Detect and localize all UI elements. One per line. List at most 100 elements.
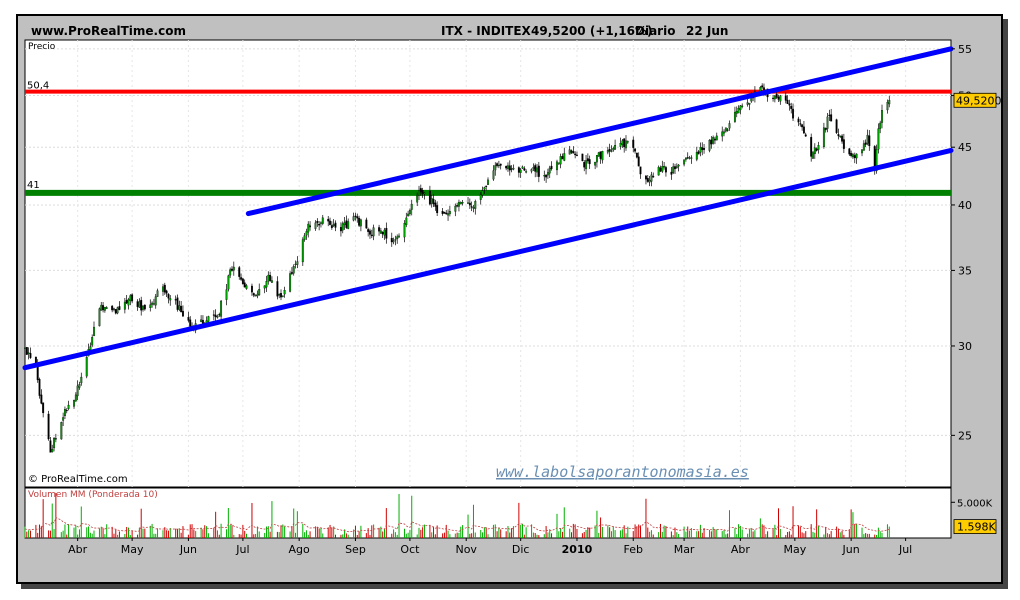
candle <box>152 298 155 306</box>
candle <box>303 232 306 242</box>
candle <box>396 234 399 244</box>
candle <box>772 94 775 102</box>
candle <box>381 231 384 238</box>
candle <box>481 186 484 198</box>
candle <box>634 147 637 154</box>
candle <box>822 122 825 149</box>
candle <box>626 140 629 144</box>
candle <box>517 166 520 178</box>
candle <box>138 298 141 309</box>
candle <box>810 133 813 162</box>
candle <box>62 412 65 426</box>
candle <box>563 147 566 162</box>
blog-link[interactable]: www.labolsaporantonomasia.es <box>496 463 749 481</box>
candle <box>507 162 509 172</box>
candle <box>392 237 395 245</box>
candlestick-series <box>24 83 891 453</box>
candle <box>220 300 223 322</box>
candle <box>585 154 587 175</box>
candle <box>343 217 346 230</box>
volume-series <box>24 492 890 538</box>
candle <box>187 311 190 323</box>
candle <box>802 120 805 134</box>
candle <box>657 165 660 176</box>
candle <box>309 221 312 231</box>
candle <box>334 220 337 232</box>
candle <box>341 221 344 234</box>
candle <box>775 92 778 99</box>
volume-moving-average <box>24 516 890 533</box>
candle <box>594 161 597 170</box>
candle <box>861 149 863 157</box>
candle <box>280 289 282 301</box>
candle <box>606 146 609 155</box>
candle <box>472 205 475 213</box>
last-price-badge <box>953 92 997 108</box>
candle <box>307 221 310 238</box>
candle <box>47 410 50 441</box>
candle <box>737 105 740 114</box>
candle <box>610 145 613 153</box>
candle <box>113 307 115 312</box>
candle <box>394 235 397 246</box>
candle <box>842 133 845 153</box>
candle <box>430 194 433 208</box>
price-axis: 25303540455055 <box>951 43 972 442</box>
time-axis: Abr May Jun Jul Ago Sep Oct Nov Dic 2010 Feb Mar Abr… <box>68 538 912 556</box>
candle <box>690 155 693 164</box>
candle <box>174 295 177 305</box>
candle <box>379 227 382 234</box>
candle <box>559 153 562 169</box>
candle <box>512 164 515 171</box>
candle <box>345 215 348 229</box>
candle <box>697 150 700 155</box>
candle <box>229 267 232 278</box>
candle <box>612 146 615 152</box>
candle <box>850 150 853 158</box>
site-title: www.ProRealTime.com <box>31 24 186 38</box>
resistance-label: 50,4 <box>27 81 49 92</box>
candle <box>76 380 79 401</box>
candle <box>556 159 558 176</box>
candle <box>265 275 268 292</box>
candle <box>238 265 241 280</box>
candle <box>321 214 324 226</box>
candle <box>853 152 856 164</box>
candle <box>356 213 359 223</box>
candle <box>263 285 266 294</box>
candle <box>684 157 687 162</box>
candle <box>557 162 560 166</box>
candle <box>367 227 370 237</box>
candle <box>178 300 181 312</box>
candle <box>792 103 794 122</box>
candle <box>416 192 419 207</box>
candle <box>739 105 742 115</box>
candle <box>777 94 780 103</box>
candle <box>773 95 776 103</box>
candle <box>457 199 460 212</box>
time-tick-label: Oct <box>400 543 420 556</box>
candle <box>143 304 146 311</box>
candle <box>85 355 88 379</box>
candle <box>40 389 43 405</box>
time-tick-label: May <box>783 543 806 556</box>
candle <box>63 406 66 420</box>
candle <box>877 123 880 154</box>
candle <box>801 123 804 131</box>
candle <box>788 99 791 111</box>
candle <box>479 192 482 205</box>
candle <box>347 218 350 230</box>
time-tick-label: Jun <box>842 543 860 556</box>
candle <box>251 283 253 296</box>
candle <box>53 436 56 452</box>
candle <box>545 174 548 183</box>
candle <box>483 186 486 195</box>
candle <box>294 260 297 269</box>
candle <box>49 437 52 453</box>
candle <box>536 164 538 177</box>
price-tick-label: 30 <box>958 340 972 353</box>
candle <box>888 95 891 108</box>
candle <box>370 229 373 239</box>
last-price-value: 49,5200 <box>956 94 1001 107</box>
candle <box>151 301 154 308</box>
